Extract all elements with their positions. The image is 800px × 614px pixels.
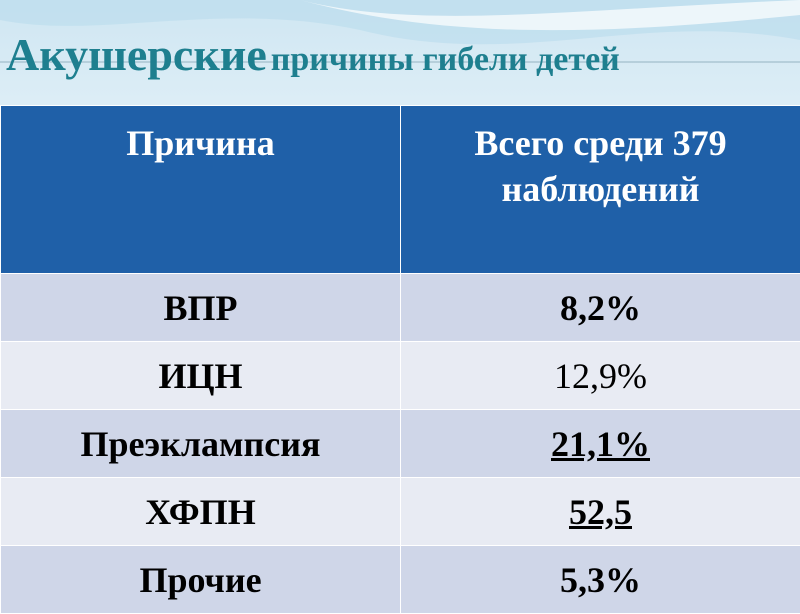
cell: 12,9% — [401, 342, 800, 410]
title-rest: причины гибели детей — [271, 41, 620, 78]
cell: Прочие — [1, 546, 401, 614]
header-cell: Всего среди 379 наблюдений — [401, 106, 800, 274]
cell: 52,5 — [401, 478, 800, 546]
title: Акушерские причины гибели детей — [6, 28, 800, 81]
cell: 21,1% — [401, 410, 800, 478]
cell: 5,3% — [401, 546, 800, 614]
cell: ХФПН — [1, 478, 401, 546]
cell: 8,2% — [401, 274, 800, 342]
cell: ВПР — [1, 274, 401, 342]
cell: Преэклампсия — [1, 410, 401, 478]
slide: Акушерские причины гибели детей Причина … — [0, 0, 800, 600]
header-cell: Причина — [1, 106, 401, 274]
title-main: Акушерские — [6, 29, 267, 80]
cell: ИЦН — [1, 342, 401, 410]
header-row: Причина Всего среди 379 наблюдений — [1, 106, 800, 274]
